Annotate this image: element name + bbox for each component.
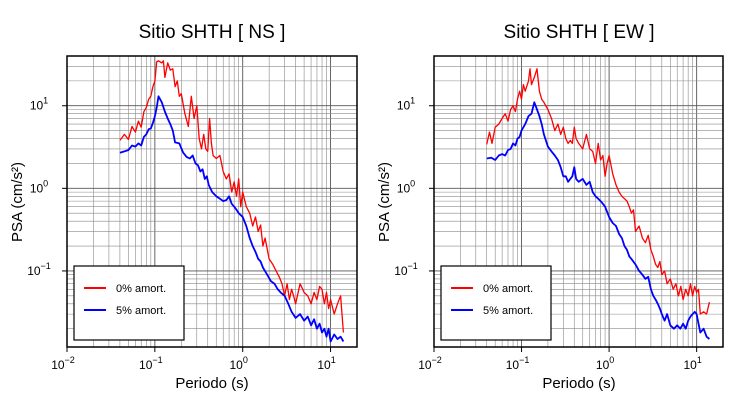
y-tick-label: 10−1 [27,261,51,278]
y-axis-label: PSA (cm/s²) [9,162,26,242]
legend: 0% amort. 5% amort. [440,265,552,341]
y-tick-label: 10−1 [394,261,418,278]
legend-box [73,265,185,341]
legend-label: 5% amort. [116,305,166,317]
legend-label: 0% amort. [483,283,533,295]
series-line-damped [119,95,345,343]
series-line-damped [486,101,710,340]
x-tick-label: 101 [683,355,701,372]
y-tick-label: 100 [30,178,48,195]
plot-frame [66,55,358,348]
x-axis-label: Periodo (s) [175,375,248,392]
chart-title: Sitio SHTH [ EW ] [504,22,655,43]
x-tick-label: 100 [230,355,248,372]
grid [433,55,724,347]
x-tick-label: 100 [596,355,614,372]
chart-title: Sitio SHTH [ NS ] [139,22,286,43]
x-tick-label: 10−2 [51,355,75,372]
y-tick-label: 100 [397,178,415,195]
chart-panel-ns: Sitio SHTH [ NS ] Periodo (s) PSA (cm/s²… [9,22,358,392]
grid [66,55,358,347]
y-tick-label: 101 [30,96,48,113]
x-tick-label: 10−1 [139,355,163,372]
legend-label: 0% amort. [116,283,166,295]
y-axis-label: PSA (cm/s²) [376,162,393,242]
series-line-undamped [119,60,345,333]
legend-label: 5% amort. [483,305,533,317]
y-tick-label: 101 [397,96,415,113]
plot-frame [433,55,724,348]
legend: 0% amort. 5% amort. [73,265,185,341]
legend-box [440,265,552,341]
chart-panel-ew: Sitio SHTH [ EW ] Periodo (s) PSA (cm/s²… [376,22,724,392]
x-tick-label: 101 [317,355,335,372]
x-tick-label: 10−2 [418,355,442,372]
x-tick-label: 10−1 [506,355,530,372]
series-line-undamped [486,68,711,315]
x-axis-label: Periodo (s) [542,375,615,392]
